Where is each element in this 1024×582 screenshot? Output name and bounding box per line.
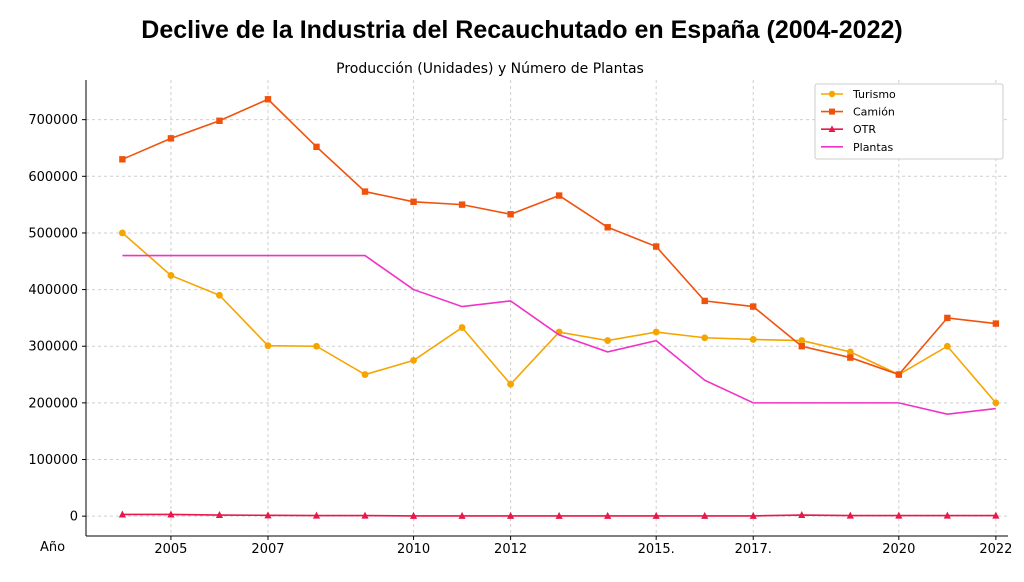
series-line-turismo [121,232,997,404]
y-tick-label: 200000 [28,396,78,411]
data-point-camion [701,297,708,305]
series-layer [118,96,1000,519]
data-point-otr [215,511,224,519]
x-axis-label: Año [40,540,65,555]
y-tick-label: 500000 [28,226,78,241]
series-line-plantas [122,254,996,416]
data-point-camion [458,201,466,208]
data-point-turismo [410,356,417,364]
data-point-turismo [604,337,612,344]
chart-title: Declive de la Industria del Recauchutado… [141,16,903,44]
x-tick-label: 2017. [735,542,772,557]
data-point-turismo [264,342,272,350]
data-point-otr [604,511,612,519]
x-tick-label: 2015. [638,542,675,557]
legend-marker-otr [828,125,836,132]
y-tick-label: 100000 [28,453,78,468]
data-point-otr [555,511,563,519]
axes: 0 100000 200000 300000 400000 500000 600000 700… [28,80,1012,557]
legend-label-turismo: Turismo [852,88,896,101]
data-point-otr [458,511,466,519]
data-point-turismo [846,348,854,356]
data-point-otr [409,511,418,519]
data-point-turismo [652,328,660,336]
data-point-camion [410,198,417,205]
data-point-camion [555,192,563,199]
data-point-camion [313,143,320,151]
data-point-otr [846,511,854,519]
data-point-turismo [749,336,757,343]
data-point-otr [652,511,660,519]
x-tick-label: 2007 [251,542,284,557]
data-point-camion [798,343,805,350]
data-point-otr [361,511,369,519]
data-point-otr [798,511,806,519]
data-point-camion [264,96,272,103]
data-point-camion [652,243,660,250]
data-point-turismo [992,399,1000,407]
y-tick-label: 400000 [28,283,78,298]
legend-marker-camion [829,108,835,115]
legend-label-plantas: Plantas [853,141,893,154]
legend-label-otr: OTR [853,123,876,136]
legend: Turismo Camión OTR Plantas [814,83,1004,160]
data-point-turismo [798,337,806,344]
data-point-turismo [216,291,223,299]
data-point-otr [701,511,709,519]
data-point-turismo [167,272,175,279]
data-point-otr [167,510,175,518]
data-point-otr [312,511,321,519]
data-point-turismo [118,229,126,237]
data-point-camion [361,188,369,195]
x-tick-label: 2005 [154,542,187,557]
data-point-camion [895,371,903,378]
y-tick-label: 0 [70,510,78,525]
data-point-turismo [943,342,951,350]
data-point-turismo [507,380,515,388]
x-tick-label: 2022 [979,542,1012,557]
data-point-otr [264,511,272,519]
data-point-camion [944,314,951,322]
x-tick-label: 2010 [397,542,430,557]
data-point-otr [943,511,951,519]
data-point-camion [750,303,757,310]
data-point-otr [992,511,1000,519]
legend-label-camion: Camión [853,106,895,119]
x-tick-label: 2012 [494,542,527,557]
data-point-camion [992,320,1000,327]
data-point-otr [749,511,757,519]
chart-subtitle: Producción (Unidades) y Número de Planta… [336,61,644,77]
data-point-camion [167,135,175,142]
x-tick-label: 2020 [882,542,915,557]
y-tick-label: 600000 [28,170,78,185]
data-point-turismo [313,342,320,350]
data-point-camion [216,117,223,124]
data-point-otr [895,511,903,519]
legend-marker-turismo [828,90,836,98]
data-point-turismo [361,371,369,378]
legend-box [814,83,1004,160]
data-point-camion [847,354,854,361]
data-point-otr [118,510,126,518]
data-point-camion [119,156,126,163]
data-point-turismo [458,324,466,331]
y-tick-label: 300000 [28,340,78,355]
data-point-turismo [701,334,709,342]
y-tick-label: 700000 [28,113,78,128]
data-point-camion [604,224,611,231]
data-point-camion [507,211,514,218]
data-point-otr [507,511,515,519]
